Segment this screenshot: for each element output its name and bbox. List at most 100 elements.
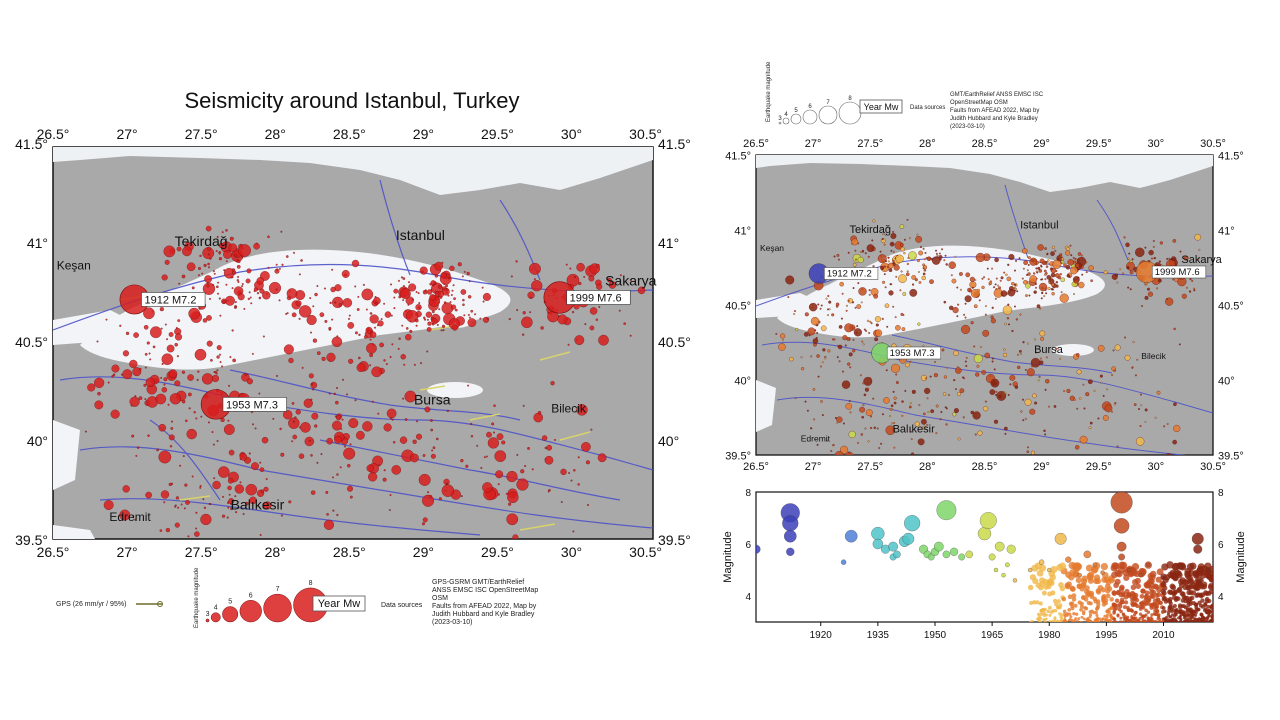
seismicity-dot [900,243,904,247]
chart-dense-point [1186,610,1190,614]
seismicity-dot [867,440,870,443]
seismicity-dot [1038,282,1048,292]
seismicity-dot [938,255,943,259]
seismicity-dot [531,468,534,471]
seismicity-dot [565,263,568,266]
seismicity-dot [167,403,170,406]
source-line: Judith Hubbard and Kyle Bradley [950,116,1038,122]
seismicity-dot [334,301,337,304]
chart-dense-point [1178,578,1185,585]
seismicity-dot [332,509,335,512]
chart-dense-point [1130,584,1137,591]
seismicity-dot [892,230,895,233]
chart-point [888,541,898,552]
chart-point [840,559,847,565]
seismicity-dot [866,244,875,253]
chart-dense-point [1042,618,1046,621]
chart-y-tick-label-right: 8 [1218,488,1224,499]
seismicity-dot [374,301,378,305]
seismicity-dot [262,335,265,338]
seismicity-dot [248,452,251,455]
seismicity-dot [174,380,181,387]
seismicity-dot [228,498,235,505]
seismicity-dot [291,402,295,405]
seismicity-dot [1026,368,1035,377]
seismicity-dot [506,513,519,526]
chart-dense-point [1138,612,1143,616]
chart-dense-point [1077,583,1083,590]
seismicity-dot [608,281,617,289]
chart-dense-point [1134,577,1141,584]
seismicity-dot [310,398,313,401]
seismicity-dot [945,423,948,426]
seismicity-dot [228,243,238,253]
seismicity-dot [132,514,135,517]
chart-dense-point [1113,617,1117,621]
seismicity-dot [841,292,844,295]
seismicity-dot [857,441,860,444]
seismicity-dot [841,317,843,320]
seismicity-dot [164,323,167,326]
chart-point [1176,565,1181,570]
seismicity-dot [288,357,294,364]
seismicity-dot [516,453,519,456]
seismicity-dot [491,422,495,426]
seismicity-dot [200,415,203,418]
seismicity-dot [1076,369,1082,375]
seismicity-dot [216,369,219,372]
seismicity-dot [338,303,343,307]
seismicity-dot [161,353,174,365]
chart-dense-point [1108,577,1116,584]
chart-dense-point [1132,613,1137,617]
seismicity-dot [955,388,957,391]
seismicity-dot [427,491,430,494]
seismicity-dot [890,283,893,286]
chart-y-ticks: 4 46 68 8 [745,488,1224,603]
chart-dense-point [1070,586,1076,592]
seismicity-dot [889,415,892,418]
chart-dense-point [1169,609,1174,613]
seismicity-dot [923,265,928,270]
lon-tick-label-bottom: 29.5° [481,544,514,560]
seismicity-dot [892,259,895,263]
seismicity-dot [955,367,962,374]
seismicity-dot [165,527,170,533]
seismicity-dot [1044,388,1047,391]
seismicity-dot [348,418,359,429]
seismicity-dot [422,517,428,523]
seismicity-dot [1163,425,1166,428]
chart-dense-point [1061,596,1067,602]
chart-dense-point [1059,618,1063,622]
seismicity-dot [953,350,959,356]
chart-dense-point [1112,620,1116,622]
seismicity-dot [399,287,411,299]
chart-dense-point [1100,562,1109,571]
seismicity-dot [914,421,920,427]
seismicity-dot [336,473,339,476]
seismicity-dot [1055,281,1058,284]
city-label: Sakarya [605,273,657,289]
seismicity-dot [148,352,151,355]
seismicity-dot [218,466,230,478]
seismicity-dot [956,286,959,289]
seismicity-dot [200,513,212,526]
seismicity-dot [821,414,824,417]
seismicity-dot [275,263,278,266]
chart-dense-point [1177,605,1182,609]
seismicity-dot [144,398,147,401]
seismicity-dot [481,286,484,289]
seismicity-dot [1026,280,1029,283]
seismicity-dot [462,303,465,307]
seismicity-dot [943,375,948,379]
seismicity-dot [1063,263,1067,267]
seismicity-dot [1017,365,1021,370]
seismicity-dot [807,327,816,336]
seismicity-dot [354,399,357,402]
seismicity-dot [1022,398,1024,401]
seismicity-dot [349,443,352,446]
seismicity-dot [218,257,223,261]
seismicity-dot [267,235,270,239]
seismicity-dot [119,324,122,327]
chart-dense-point [1149,620,1153,622]
seismicity-dot [867,319,870,323]
